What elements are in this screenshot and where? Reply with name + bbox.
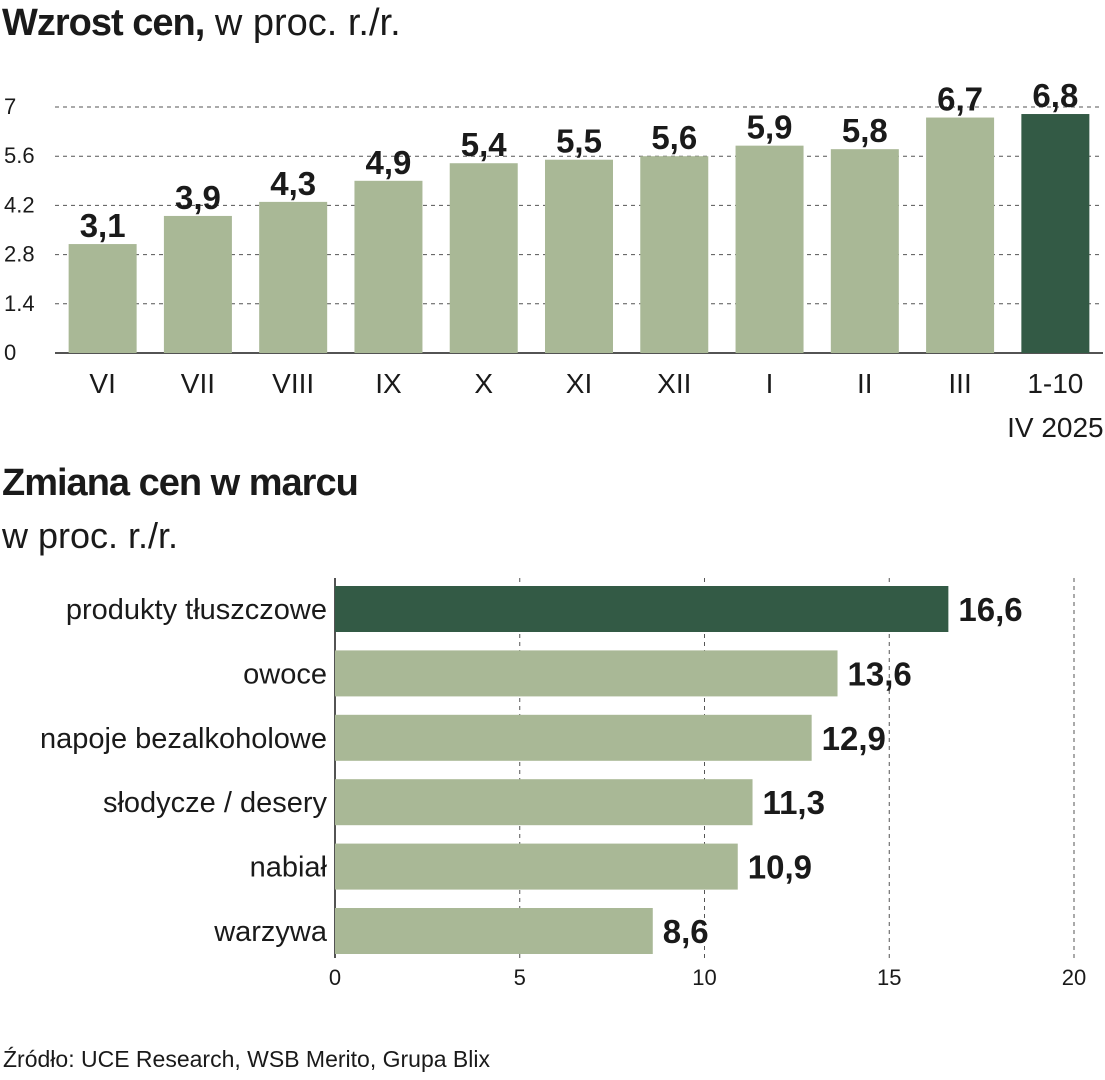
chart2-bar: [335, 779, 753, 826]
chart1-category-label: VIII: [272, 368, 314, 399]
chart1-ytick-label: 7: [4, 94, 16, 119]
chart2-category-label: produkty tłuszczowe: [66, 594, 327, 626]
chart1-category-label: X: [474, 368, 493, 399]
chart1-value-label: 6,8: [1032, 77, 1078, 114]
chart2-value-label: 10,9: [748, 849, 812, 886]
chart2-xtick-label: 5: [514, 965, 526, 990]
chart1-value-label: 5,5: [556, 123, 602, 160]
chart1-category-label: VI: [89, 368, 115, 399]
chart2-xtick-label: 0: [329, 965, 341, 990]
chart2-category-label: napoje bezalkoholowe: [40, 723, 327, 755]
chart1-category-label: 1-10: [1027, 368, 1083, 399]
chart1-category-label: II: [857, 368, 873, 399]
chart1-bar: [259, 201, 328, 353]
chart1-subtitle: w proc. r./r.: [214, 2, 401, 44]
chart1-value-label: 3,1: [80, 207, 126, 244]
chart1-category-label: I: [766, 368, 774, 399]
chart1-bar: [1021, 114, 1090, 354]
chart2-bar: [335, 843, 738, 890]
chart1-value-label: 4,9: [366, 144, 412, 181]
chart2-value-label: 8,6: [663, 913, 709, 950]
chart2-title-bold: Zmiana cen w marcu: [2, 462, 359, 504]
chart1-title: Wzrost cen, w proc. r./r.: [2, 0, 401, 46]
chart1-bar: [926, 117, 995, 354]
chart1-bar: [163, 215, 232, 353]
chart1-value-label: 5,8: [842, 112, 888, 149]
chart2-xtick-label: 10: [692, 965, 716, 990]
chart1-value-label: 5,6: [651, 119, 697, 156]
chart2-xtick-label: 20: [1062, 965, 1086, 990]
chart2-category-label: słodycze / desery: [103, 787, 328, 819]
chart2-title: Zmiana cen w marcu: [2, 458, 359, 508]
chart1-category-sublabel: IV 2025: [1007, 412, 1104, 443]
chart2-value-label: 13,6: [848, 655, 912, 692]
chart1-title-bold: Wzrost cen,: [2, 2, 205, 44]
chart2-category-label: warzywa: [213, 916, 328, 948]
chart1-category-label: XII: [657, 368, 691, 399]
chart1-category-label: XI: [566, 368, 592, 399]
chart1-value-label: 5,9: [747, 109, 793, 146]
chart1-bar: [545, 159, 613, 353]
chart1-ytick-label: 1.4: [4, 291, 35, 316]
chart1-category-label: III: [948, 368, 971, 399]
chart1-bar: [449, 163, 518, 353]
chart1-bar: [830, 149, 899, 353]
horizontal-bar-chart: 0 5 10 15 20 16,6 produkty tłuszczowe 13,6 owoce…: [40, 578, 1086, 990]
chart1-bar: [735, 145, 804, 353]
chart1-ytick-label: 2.8: [4, 242, 35, 267]
chart1-value-label: 4,3: [270, 165, 316, 202]
chart1-ytick-label: 4.2: [4, 192, 35, 217]
chart1-bar: [354, 180, 423, 353]
chart1-bar: [640, 156, 709, 353]
chart2-category-label: owoce: [243, 658, 327, 690]
chart2-bar: [335, 586, 949, 632]
chart2-bar: [335, 650, 838, 697]
chart2-subtitle: w proc. r./r.: [2, 515, 179, 556]
chart1-value-label: 3,9: [175, 179, 221, 216]
column-chart: 01.42.84.25.673,1VI3,9VII4,3VIII4,9IX5,4…: [4, 77, 1104, 443]
chart1-category-label: IX: [375, 368, 402, 399]
chart2-bar: [335, 714, 812, 761]
chart1-bar: [68, 244, 137, 353]
chart2-value-label: 11,3: [763, 784, 825, 821]
chart1-ytick-label: 0: [4, 340, 16, 365]
chart1-ytick-label: 5.6: [4, 143, 35, 168]
chart2-xtick-label: 15: [877, 965, 901, 990]
chart2-bar: [335, 908, 653, 954]
chart2-value-label: 16,6: [958, 591, 1022, 628]
chart1-value-label: 5,4: [461, 126, 508, 163]
chart2-category-label: nabiał: [250, 852, 328, 884]
chart1-value-label: 6,7: [937, 81, 983, 118]
chart2-value-label: 12,9: [822, 720, 886, 757]
chart1-category-label: VII: [181, 368, 215, 399]
source-note: Źródło: UCE Research, WSB Merito, Grupa …: [3, 1046, 490, 1072]
